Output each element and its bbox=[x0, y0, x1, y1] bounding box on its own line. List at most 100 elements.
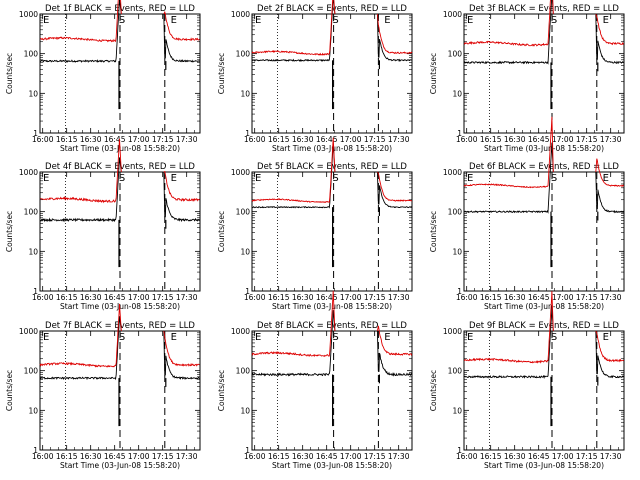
detector-panel-7: Det 7f BLACK = Events, RED = LLD 1000 100 1… bbox=[5, 303, 201, 470]
start-marker-label: S bbox=[119, 332, 125, 343]
end-marker-label: E bbox=[603, 173, 609, 184]
detector-panel-1: Det 1f BLACK = Events, RED = LLD10001001… bbox=[5, 0, 201, 153]
x-tick-label: 16:45 bbox=[316, 293, 338, 302]
end-marker-label: E bbox=[384, 173, 390, 184]
x-tick-label: 17:15 bbox=[576, 293, 598, 302]
end-marker-label: E bbox=[384, 332, 390, 343]
y-tick-label: 100 bbox=[24, 208, 39, 217]
x-axis-label: Start Time (03-Jun-08 15:58:20) bbox=[484, 302, 604, 311]
x-tick-label: 17:00 bbox=[340, 135, 362, 144]
x-tick-label: 16:45 bbox=[104, 293, 126, 302]
y-axis-label: Counts/sec bbox=[5, 53, 14, 94]
plot-frame bbox=[463, 330, 625, 451]
y-tick-label: 1 bbox=[457, 287, 462, 296]
lld-series-line bbox=[463, 116, 625, 189]
end-marker-label: E bbox=[603, 332, 609, 343]
x-tick-label: 17:15 bbox=[152, 452, 174, 461]
y-tick-label: 1000 bbox=[443, 327, 462, 336]
x-tick-label: 16:15 bbox=[56, 452, 78, 461]
x-tick-label: 16:45 bbox=[528, 135, 550, 144]
events-series-line bbox=[39, 316, 200, 381]
x-tick-label: 17:00 bbox=[340, 452, 362, 461]
x-tick-label: 16:45 bbox=[104, 135, 126, 144]
y-tick-label: 1000 bbox=[231, 327, 250, 336]
panel-title: Det 6f BLACK = Events, RED = LLD bbox=[469, 162, 619, 172]
detector-panel-3: Det 3f BLACK = Events, RED = LLD 1000 100 1… bbox=[429, 0, 625, 153]
x-tick-label: 17:30 bbox=[388, 135, 410, 144]
start-marker-label: S bbox=[551, 173, 557, 184]
y-tick-label: 1 bbox=[245, 129, 250, 138]
x-tick-label: 16:30 bbox=[292, 452, 314, 461]
lld-series-line bbox=[39, 0, 200, 43]
events-series-line bbox=[251, 310, 413, 377]
y-tick-label: 1000 bbox=[19, 327, 38, 336]
x-tick-label: 17:30 bbox=[600, 135, 622, 144]
x-tick-label: 16:15 bbox=[56, 293, 78, 302]
x-tick-label: 16:00 bbox=[32, 293, 54, 302]
y-axis-label: Counts/sec bbox=[217, 211, 226, 252]
x-tick-label: 16:45 bbox=[316, 135, 338, 144]
events-series-line bbox=[463, 307, 625, 379]
x-tick-label: 17:00 bbox=[552, 293, 574, 302]
x-tick-label: 16:15 bbox=[480, 452, 502, 461]
y-tick-label: 100 bbox=[24, 367, 39, 376]
x-tick-label: 16:15 bbox=[268, 135, 290, 144]
y-tick-label: 100 bbox=[236, 208, 251, 217]
x-tick-label: 16:45 bbox=[104, 452, 126, 461]
x-tick-label: 16:30 bbox=[80, 452, 102, 461]
x-tick-label: 16:15 bbox=[480, 135, 502, 144]
x-tick-label: 17:15 bbox=[576, 135, 598, 144]
x-tick-label: 16:00 bbox=[244, 293, 266, 302]
x-tick-label: 17:30 bbox=[176, 452, 198, 461]
x-axis-label: Start Time (03-Jun-08 15:58:20) bbox=[60, 461, 180, 470]
plot-frame bbox=[463, 13, 625, 134]
y-axis-label: Counts/sec bbox=[5, 211, 14, 252]
y-axis-label: Counts/sec bbox=[429, 370, 438, 411]
y-tick-label: 1000 bbox=[443, 10, 462, 19]
y-tick-label: 1 bbox=[33, 129, 38, 138]
lld-series-line bbox=[463, 291, 625, 364]
y-tick-label: 10 bbox=[452, 89, 462, 98]
x-tick-label: 16:30 bbox=[292, 293, 314, 302]
x-tick-label: 16:00 bbox=[244, 452, 266, 461]
x-tick-label: 16:30 bbox=[80, 135, 102, 144]
y-tick-label: 100 bbox=[24, 50, 39, 59]
y-tick-label: 100 bbox=[448, 50, 463, 59]
y-tick-label: 10 bbox=[240, 247, 250, 256]
left-marker-label: E bbox=[43, 332, 49, 343]
x-tick-label: 16:30 bbox=[504, 135, 526, 144]
panel-title: Det 9f BLACK = Events, RED = LLD bbox=[469, 321, 619, 331]
detector-panel-5: Det 5f BLACK = Events, RED = LLD10001001… bbox=[217, 137, 413, 311]
x-tick-label: 17:00 bbox=[340, 293, 362, 302]
y-axis-label: Counts/sec bbox=[429, 53, 438, 94]
y-tick-label: 1 bbox=[457, 129, 462, 138]
panel-title: Det 3f BLACK = Events, RED = LLD bbox=[469, 4, 619, 14]
start-marker-label: S bbox=[332, 15, 338, 26]
x-tick-label: 17:15 bbox=[576, 452, 598, 461]
x-tick-label: 16:30 bbox=[80, 293, 102, 302]
x-tick-label: 16:00 bbox=[32, 452, 54, 461]
x-tick-label: 17:30 bbox=[388, 452, 410, 461]
x-tick-label: 17:15 bbox=[152, 293, 174, 302]
x-tick-label: 16:45 bbox=[528, 452, 550, 461]
detector-panel-4: Det 4f BLACK = Events, RED = LLD 1000 100 1… bbox=[5, 138, 201, 311]
y-tick-label: 1000 bbox=[19, 10, 38, 19]
lld-series-line bbox=[463, 0, 625, 47]
x-tick-label: 16:30 bbox=[504, 452, 526, 461]
x-tick-label: 16:00 bbox=[456, 452, 478, 461]
left-marker-label: E bbox=[255, 15, 261, 26]
x-tick-label: 17:30 bbox=[176, 135, 198, 144]
left-marker-label: E bbox=[255, 332, 261, 343]
y-axis-label: Counts/sec bbox=[217, 370, 226, 411]
x-tick-label: 16:45 bbox=[316, 452, 338, 461]
x-tick-label: 17:30 bbox=[388, 293, 410, 302]
start-marker-label: S bbox=[551, 332, 557, 343]
lld-series-line bbox=[39, 138, 200, 204]
x-axis-label: Start Time (03-Jun-08 15:58:20) bbox=[272, 144, 392, 153]
end-marker-label: E bbox=[384, 15, 390, 26]
x-tick-label: 17:30 bbox=[176, 293, 198, 302]
y-tick-label: 10 bbox=[452, 247, 462, 256]
plot-frame bbox=[463, 171, 625, 292]
x-tick-label: 17:00 bbox=[552, 452, 574, 461]
x-tick-label: 17:15 bbox=[364, 293, 386, 302]
